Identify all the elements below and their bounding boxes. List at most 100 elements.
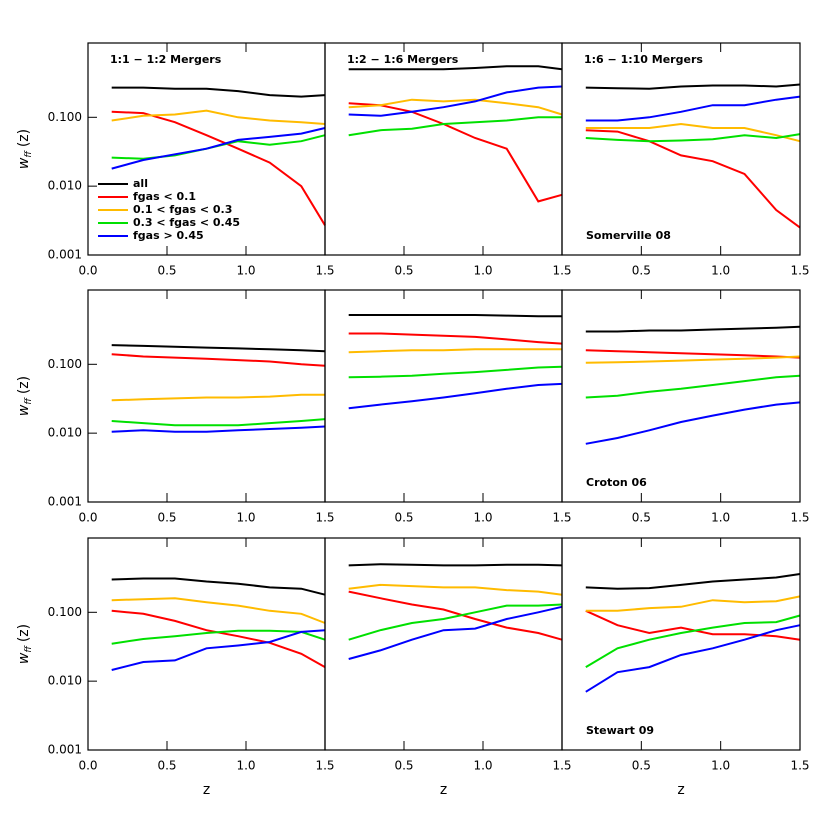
x-tick-label: 1.5 [552, 264, 571, 278]
series-line [111, 344, 326, 353]
series-line [585, 624, 801, 693]
annotation: Somerville 08 [586, 229, 671, 242]
series-line [585, 349, 801, 359]
annotation: Croton 06 [586, 476, 647, 489]
series-line [111, 425, 326, 433]
panel: 0.0 0.5 1.0 1.5 0.001 0.010 0.100 1:1 − 1:2 Mer… [16, 42, 335, 278]
x-tick-label: 0.5 [157, 511, 176, 525]
legend-text: all [133, 177, 148, 190]
series-line [111, 629, 326, 671]
series-line [111, 109, 326, 125]
x-axis-label: z [677, 782, 684, 798]
series-line [348, 365, 563, 379]
series-line [585, 595, 801, 612]
x-tick-label: 1.0 [473, 759, 492, 773]
series-line [111, 127, 326, 170]
x-tick-label: 1.0 [236, 264, 255, 278]
x-tick-label: 0.5 [632, 264, 651, 278]
series-line [585, 614, 801, 668]
series-line [111, 134, 326, 160]
x-tick-label: 0.0 [78, 264, 97, 278]
legend-text: 0.1 < fgas < 0.3 [133, 203, 232, 216]
series-line [585, 122, 801, 143]
legend-text: fgas > 0.45 [133, 229, 204, 242]
panel: 0.5 1.0 1.5 [324, 289, 572, 525]
x-tick-label: 1.0 [473, 511, 492, 525]
series-line [585, 325, 801, 333]
panel: 0.5 1.0 1.5 1:6 − 1:10 Mergers Somerville 08 [561, 42, 810, 278]
y-label-sub: ff [24, 150, 34, 158]
y-label-sub: ff [24, 645, 34, 653]
x-axis-label: z [203, 782, 210, 798]
y-tick-label: 0.100 [48, 110, 82, 124]
y-axis-label: wff (z) [16, 376, 34, 416]
series-line [111, 629, 326, 645]
series-line [111, 418, 326, 427]
y-tick-label: 0.010 [48, 426, 82, 440]
series-line [111, 597, 326, 624]
series-line [348, 563, 563, 567]
x-tick-label: 1.0 [711, 759, 730, 773]
y-label-main: w [16, 157, 32, 169]
y-tick-label: 0.100 [48, 605, 82, 619]
series-line [585, 95, 801, 122]
plot-frame [324, 42, 563, 256]
x-tick-label: 1.5 [552, 759, 571, 773]
panel: 0.5 1.0 1.5 1:2 − 1:6 Mergers [324, 42, 572, 278]
panel: 0.5 1.0 1.5 Stewart 09 z [561, 537, 810, 798]
y-tick-label: 0.001 [48, 743, 82, 757]
plot-frame [561, 537, 801, 751]
series-line [111, 353, 326, 367]
panel-title: 1:2 − 1:6 Mergers [347, 53, 459, 66]
x-tick-label: 1.0 [711, 511, 730, 525]
series-line [348, 348, 562, 354]
series-line [348, 98, 563, 116]
y-label-suffix: (z) [16, 624, 32, 642]
x-tick-label: 0.5 [632, 511, 651, 525]
series-line [585, 355, 801, 364]
panel: 0.0 0.5 1.0 1.5 0.001 0.010 0.100 wff (z) [16, 289, 335, 525]
series-line [348, 382, 563, 410]
series-line [585, 401, 801, 445]
x-tick-label: 1.0 [236, 511, 255, 525]
series-line [348, 65, 563, 71]
x-tick-label: 1.0 [236, 759, 255, 773]
series-line [585, 374, 801, 399]
series-line [348, 116, 562, 137]
x-tick-label: 1.5 [790, 264, 809, 278]
y-axis-label: wff (z) [16, 129, 34, 169]
series-line [111, 577, 326, 596]
series-line [585, 609, 801, 641]
series-line [111, 86, 326, 98]
y-label-suffix: (z) [16, 376, 32, 394]
series-line [348, 583, 563, 596]
y-tick-label: 0.010 [48, 674, 82, 688]
panel-title: 1:1 − 1:2 Mergers [110, 53, 222, 66]
panel-title: 1:6 − 1:10 Mergers [584, 53, 703, 66]
panel: 0.5 1.0 1.5 Croton 06 [561, 289, 810, 525]
y-tick-label: 0.100 [48, 357, 82, 371]
y-axis-label: wff (z) [16, 624, 34, 664]
x-tick-label: 0.5 [394, 759, 413, 773]
plot-frame [87, 537, 326, 751]
plot-frame [324, 289, 563, 503]
x-tick-label: 0.5 [394, 264, 413, 278]
x-tick-label: 1.5 [315, 264, 334, 278]
y-label-main: w [16, 652, 32, 664]
y-label-main: w [16, 404, 32, 416]
x-tick-label: 0.0 [78, 759, 97, 773]
series-line [585, 83, 801, 90]
series-line [111, 393, 325, 402]
series-line [348, 590, 563, 641]
series-line [348, 314, 562, 318]
panel: 0.0 0.5 1.0 1.5 0.001 0.010 0.100 z wff (z) [16, 537, 335, 798]
series-line [348, 603, 563, 641]
y-tick-label: 0.001 [48, 248, 82, 262]
series-line [585, 573, 801, 590]
y-label-sub: ff [24, 397, 34, 405]
x-tick-label: 1.0 [473, 264, 492, 278]
series-line [348, 85, 563, 117]
series-line [348, 332, 563, 345]
